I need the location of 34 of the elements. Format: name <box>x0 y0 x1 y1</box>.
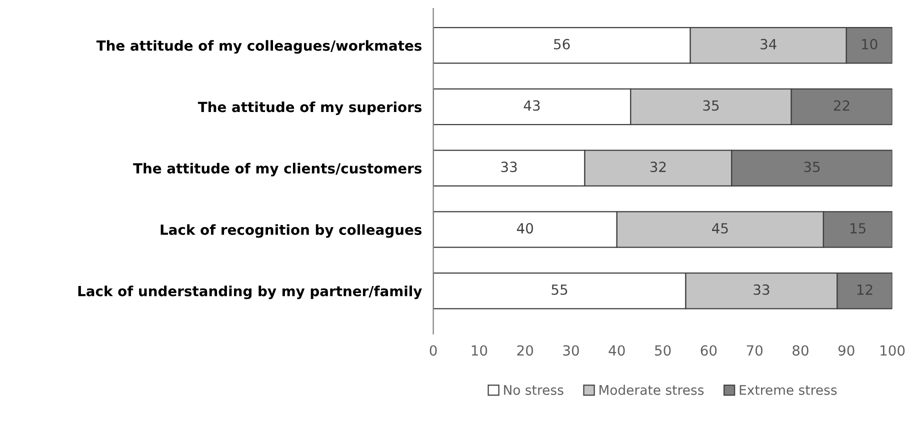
data-label: 35 <box>703 100 719 111</box>
y-tick-label: The attitude of my clients/customers <box>133 162 422 176</box>
data-label: 10 <box>862 38 878 50</box>
y-tick-label: The attitude of my colleagues/workmates <box>96 40 422 54</box>
y-tick-label: Lack of understanding by my partner/family <box>78 286 422 300</box>
data-label: 34 <box>760 38 776 50</box>
x-tick-label: 30 <box>563 345 579 356</box>
x-tick-label: 90 <box>838 345 854 356</box>
x-tick-label: 20 <box>517 345 534 356</box>
data-label: 33 <box>754 284 770 295</box>
data-label: 40 <box>516 223 534 234</box>
data-label: 22 <box>834 100 850 111</box>
x-tick-label: 70 <box>746 345 763 356</box>
x-tick-label: 100 <box>880 345 905 356</box>
data-label: 43 <box>524 100 540 111</box>
y-tick-label: The attitude of my superiors <box>198 101 422 116</box>
legend-label: No stress <box>504 385 564 395</box>
data-label: 56 <box>554 38 570 50</box>
x-tick-label: 50 <box>655 345 671 356</box>
x-tick-label: 40 <box>608 345 625 356</box>
y-tick-label: Lack of recognition by colleagues <box>160 224 422 238</box>
legend-label: Moderate stress <box>600 384 704 395</box>
data-label: 12 <box>857 284 872 295</box>
data-label: 32 <box>650 162 666 172</box>
data-label: 45 <box>712 223 728 234</box>
legend-label: Extreme stress <box>740 385 837 395</box>
x-tick-label: 0 <box>430 345 437 356</box>
x-tick-label: 60 <box>700 345 717 356</box>
data-label: 35 <box>804 162 820 172</box>
x-tick-label: 10 <box>472 345 488 356</box>
data-label: 33 <box>501 162 517 172</box>
data-label: 55 <box>552 284 568 295</box>
data-label: 15 <box>850 223 866 234</box>
x-tick-label: 80 <box>792 345 808 356</box>
